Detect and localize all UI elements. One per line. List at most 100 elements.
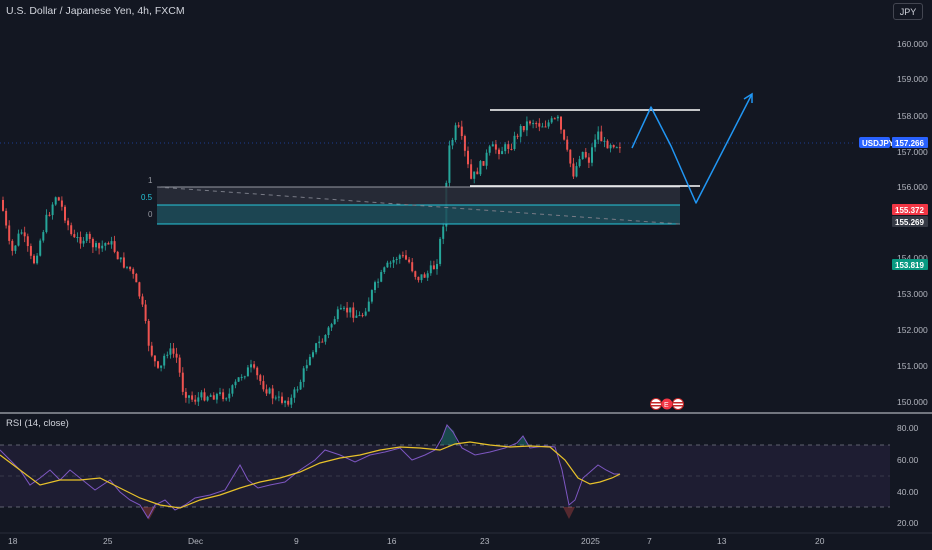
candle [581, 151, 584, 160]
earnings-e-icon[interactable]: E [661, 398, 673, 410]
candle [377, 281, 380, 283]
candle [358, 315, 361, 317]
candle [374, 282, 376, 291]
candle [411, 262, 414, 272]
candle [82, 240, 85, 244]
price-tick: 153.000 [897, 289, 928, 299]
price-tick: 159.000 [897, 74, 928, 84]
us-flag-icon[interactable] [650, 398, 662, 410]
candle [488, 146, 491, 153]
candle [119, 257, 122, 260]
candle [110, 241, 113, 245]
event-icons[interactable]: E [650, 398, 684, 410]
candle [615, 147, 618, 149]
candle [386, 262, 389, 268]
price-tick: 154.000 [897, 253, 928, 263]
rsi-tick: 60.00 [897, 455, 919, 465]
candle [166, 354, 169, 356]
candle [33, 255, 35, 264]
candle [262, 381, 265, 390]
candle [64, 206, 66, 221]
candle [178, 357, 181, 373]
candle [343, 307, 345, 309]
green-price-badge: 153.819 [895, 261, 924, 270]
candle [163, 355, 166, 366]
last-price-badge: 157.266 [895, 139, 924, 148]
candle [467, 150, 469, 165]
candle [135, 273, 138, 283]
candle [408, 259, 411, 263]
time-axis[interactable]: 18 25 Dec 9 16 23 2025 7 13 20 [8, 536, 825, 546]
candle [448, 145, 451, 183]
candle [569, 149, 572, 164]
candle [560, 116, 562, 130]
projection-arrow-path[interactable] [631, 92, 753, 204]
price-tick: 150.000 [897, 397, 928, 407]
fib-label-1: 1 [148, 176, 153, 185]
candle [29, 246, 32, 256]
currency-button[interactable]: JPY [893, 3, 923, 20]
candle [547, 122, 550, 127]
candle [470, 164, 473, 179]
rsi-ma-line [0, 441, 621, 509]
candle [538, 123, 541, 127]
price-tick: 152.000 [897, 325, 928, 335]
price-tick: 158.000 [897, 111, 928, 121]
candle [429, 265, 432, 274]
candle [200, 392, 203, 398]
candle [529, 121, 531, 124]
candle [14, 245, 17, 251]
candle [436, 263, 438, 270]
candle [144, 304, 147, 321]
candle [389, 262, 392, 264]
candle [563, 129, 566, 140]
candle [414, 271, 417, 277]
candle [42, 232, 45, 241]
candle [454, 125, 457, 140]
price-axis[interactable]: 160.000 159.000 158.000 157.000 156.000 … [859, 39, 928, 407]
candle [73, 234, 76, 238]
candle [308, 356, 311, 366]
jp-flag-icon[interactable] [672, 398, 684, 410]
candle [532, 123, 535, 125]
candle [26, 236, 29, 247]
candle [39, 240, 42, 256]
candle [346, 307, 349, 313]
candle [333, 319, 336, 325]
candle [519, 126, 522, 137]
candle [8, 225, 11, 241]
candle [541, 126, 544, 128]
candle [398, 255, 401, 260]
candle [268, 388, 271, 394]
candle [175, 353, 178, 358]
price-tick: 157.000 [897, 147, 928, 157]
candle [271, 388, 274, 399]
candle [36, 255, 39, 264]
red-price-badge: 155.372 [895, 206, 924, 215]
rsi-axis[interactable]: 80.00 60.00 40.00 20.00 [897, 423, 919, 528]
candle [578, 159, 581, 167]
candle [95, 243, 97, 248]
candle [473, 171, 476, 179]
candle [550, 118, 553, 123]
candle [234, 381, 237, 386]
candle [284, 400, 287, 403]
candle [522, 126, 525, 131]
candle [240, 376, 243, 378]
last-price-badge-bg [892, 137, 928, 148]
time-label: 18 [8, 536, 18, 546]
candle [209, 395, 212, 397]
candle [367, 301, 370, 312]
candle [556, 116, 559, 119]
fib-retracement-zone[interactable]: 1 0.5 0 [141, 176, 681, 225]
gray-price-badge-bg [892, 216, 928, 227]
candle [457, 125, 460, 127]
candle [122, 257, 125, 268]
candle [507, 144, 510, 149]
candle [184, 391, 187, 398]
candle [188, 395, 190, 398]
candle [203, 392, 206, 401]
candle [591, 147, 593, 163]
candle [516, 135, 519, 137]
